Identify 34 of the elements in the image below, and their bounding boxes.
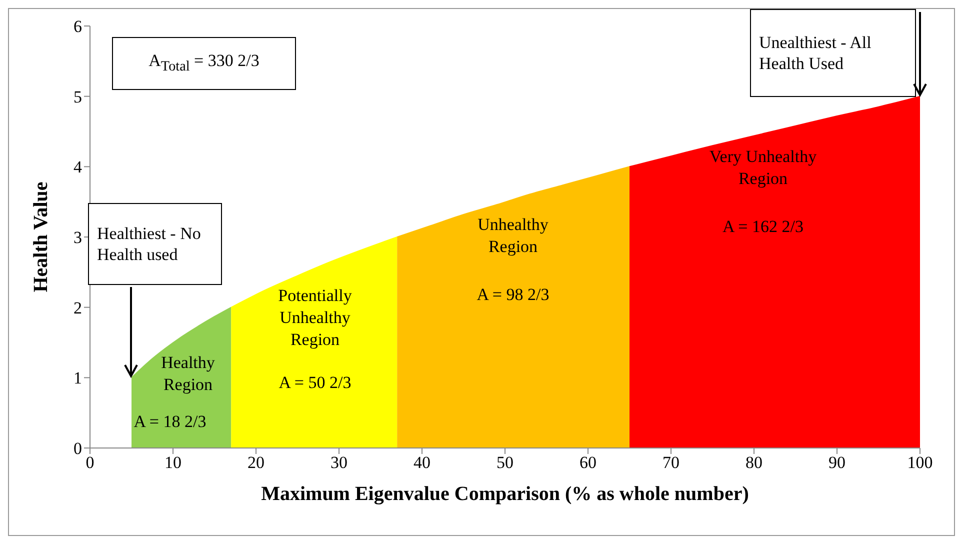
x-tick-label: 20 [248,453,264,472]
annotation: A = 18 2/3 [134,411,206,433]
y-tick-label: 4 [74,158,82,177]
y-tick-label: 0 [74,439,82,458]
text-box: Healthiest - No Health used [88,203,222,285]
x-axis-title: Maximum Eigenvalue Comparison (% as whole number) [261,483,749,505]
text-box: A$_{Total}$ = 330 2/3 [112,37,296,90]
x-tick-label: 30 [330,453,348,472]
annotation: Very Unhealthy Region [708,146,818,190]
annotation: A = 98 2/3 [476,284,550,306]
x-tick-label: 0 [86,453,94,472]
annotation: A = 162 2/3 [722,216,804,238]
x-tick-label: 40 [414,453,430,472]
annotation: Healthy Region [160,352,216,396]
annotation: Potentially Unhealthy Region [277,285,353,351]
x-tick-label: 60 [580,453,596,472]
annotation: A = 50 2/3 [278,372,352,394]
annotation: Healthiest - No Health used [97,223,202,265]
y-tick-label: 1 [74,368,82,388]
x-tick-label: 70 [662,453,680,472]
y-tick-label: 6 [74,17,82,36]
y-tick-label: 5 [74,87,82,106]
text-box: Unealthiest - All Health Used [750,9,916,97]
x-tick-label: 100 [907,453,933,472]
annotation: Unhealthy Region [476,214,550,258]
y-axis-title: Health Value [30,182,52,292]
y-tick-label: 3 [74,228,82,248]
y-tick-label: 2 [74,298,82,318]
annotation: Unealthiest - All Health Used [759,32,872,74]
x-tick-label: 50 [496,453,514,472]
x-tick-label: 90 [828,453,846,472]
annotation: A$_{Total}$ = 330 2/3 [148,50,260,76]
x-tick-label: 10 [164,453,182,472]
x-tick-label: 80 [746,453,762,472]
